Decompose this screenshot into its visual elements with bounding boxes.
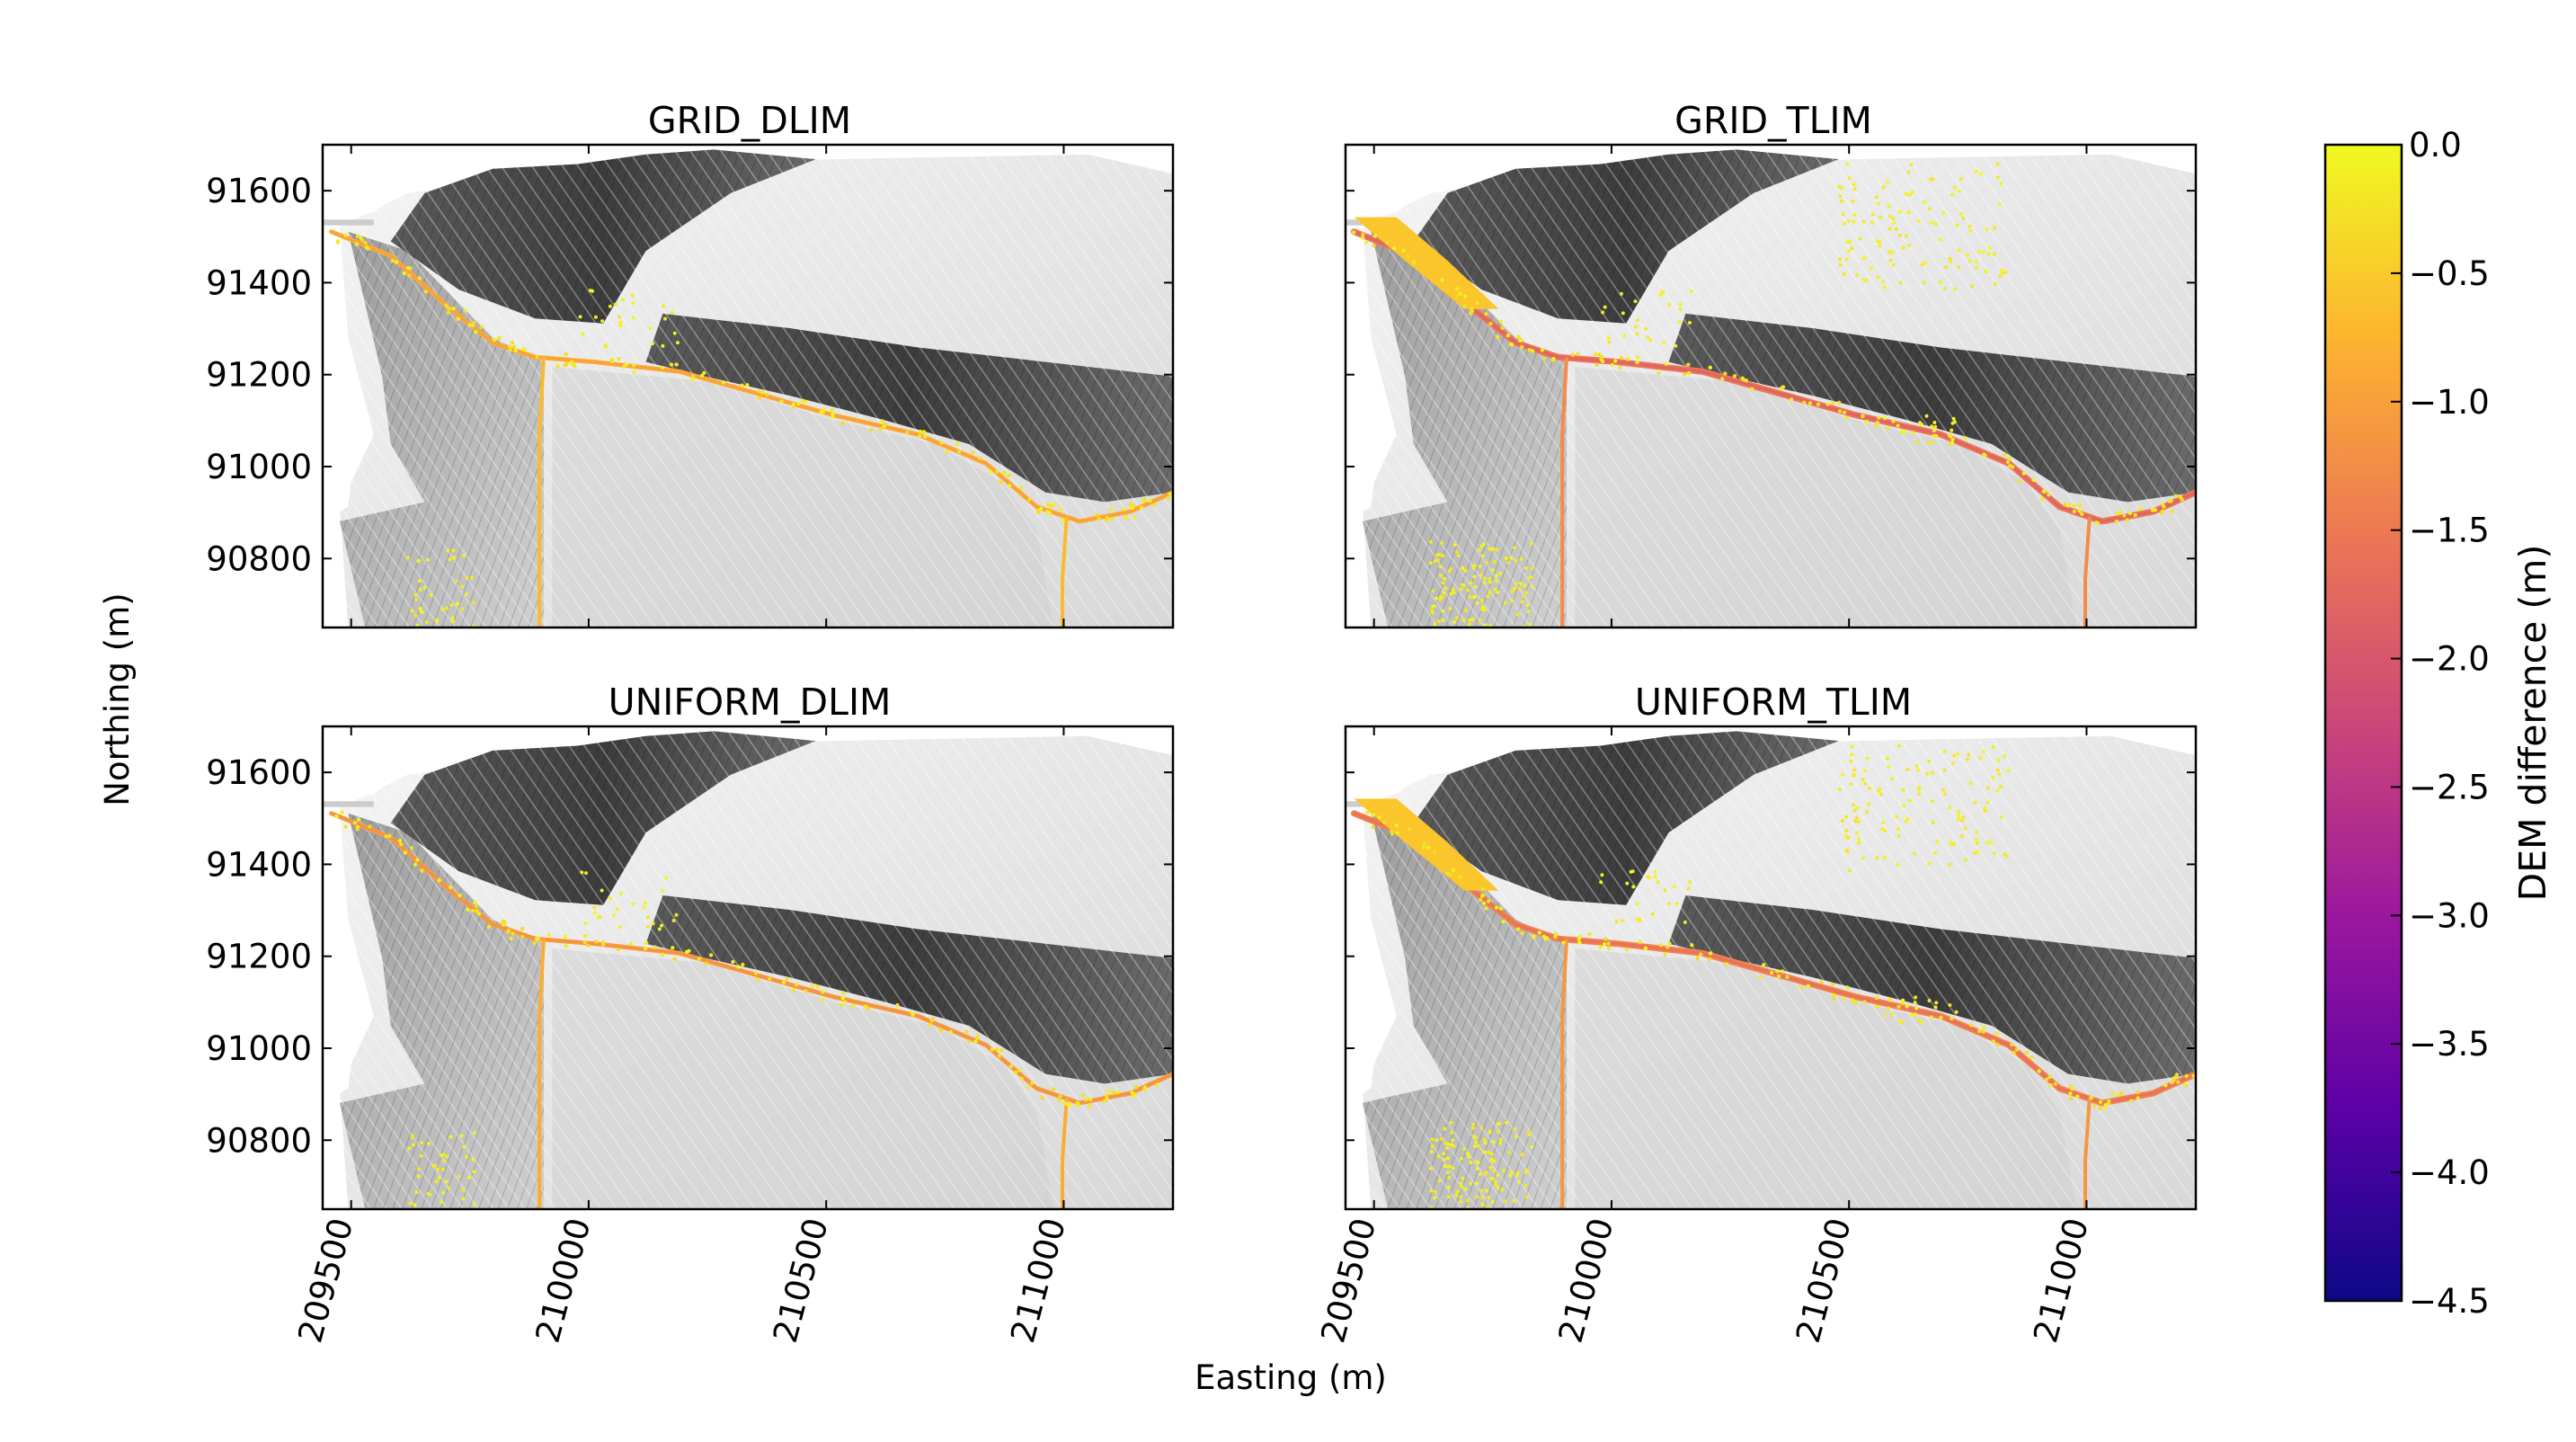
colorbar-tick-label: −2.5 bbox=[2409, 768, 2490, 806]
dem-difference-overlay bbox=[1351, 162, 2196, 628]
y-tick-label: 91200 bbox=[206, 356, 312, 395]
dem-difference-overlay bbox=[1351, 743, 2196, 1209]
panel-title: GRID_DLIM bbox=[648, 99, 851, 142]
hillshade-terrain bbox=[323, 145, 1173, 628]
y-tick-label: 91000 bbox=[206, 448, 312, 486]
y-tick-label: 91400 bbox=[206, 845, 312, 884]
panel-title: GRID_TLIM bbox=[1674, 99, 1872, 142]
hillshade-terrain bbox=[323, 726, 1173, 1209]
colorbar-tick-label: −2.0 bbox=[2409, 640, 2490, 679]
axes-frame bbox=[321, 143, 1175, 629]
dem-difference-overlay bbox=[329, 810, 1173, 1209]
y-tick-label: 91000 bbox=[206, 1029, 312, 1068]
panel-title: UNIFORM_TLIM bbox=[1635, 681, 1912, 724]
colorbar-tick-label: 0.0 bbox=[2409, 126, 2462, 165]
hillshade-terrain bbox=[1346, 145, 2196, 628]
colorbar-tick-label: −4.0 bbox=[2409, 1153, 2490, 1192]
axes-frame bbox=[321, 725, 1175, 1211]
y-tick-label: 91600 bbox=[206, 172, 312, 210]
panel-uniform-dlim: UNIFORM_DLIM 209500 210000 210500 211000 908… bbox=[206, 681, 1175, 1347]
colorbar-tick-label: −1.0 bbox=[2409, 383, 2490, 422]
dem-difference-overlay bbox=[329, 229, 1173, 628]
y-tick-label: 90800 bbox=[206, 1121, 312, 1160]
x-tick-label: 209500 bbox=[290, 1214, 360, 1347]
panel-uniform-tlim: UNIFORM_TLIM 209500 210000 210500 211000 bbox=[1313, 681, 2198, 1347]
panel-grid-tlim: GRID_TLIM bbox=[1344, 99, 2198, 629]
x-axis-label: Easting (m) bbox=[1195, 1358, 1387, 1397]
colorbar-gradient bbox=[2323, 143, 2403, 1303]
panel-grid-dlim: GRID_DLIM 90800 91000 91200 91400 91600 bbox=[206, 99, 1175, 629]
y-axis-label: Northing (m) bbox=[98, 592, 137, 806]
hillshade-terrain bbox=[1346, 726, 2196, 1209]
colorbar-tick-label: −3.0 bbox=[2409, 896, 2490, 935]
axes-frame bbox=[1344, 725, 2198, 1211]
colorbar-tick-label: −1.5 bbox=[2409, 512, 2490, 550]
x-tick-label: 210000 bbox=[1551, 1214, 1621, 1347]
y-tick-label: 91200 bbox=[206, 938, 312, 976]
x-tick-label: 211000 bbox=[1003, 1214, 1073, 1347]
y-tick-label: 91400 bbox=[206, 263, 312, 302]
x-tick-label: 210500 bbox=[1789, 1214, 1859, 1347]
axes-frame bbox=[1344, 143, 2198, 629]
panel-title: UNIFORM_DLIM bbox=[608, 681, 892, 724]
colorbar: 0.0−0.5−1.0−1.5−2.0−2.5−3.0−3.5−4.0−4.5 … bbox=[2323, 126, 2554, 1321]
y-tick-label: 90800 bbox=[206, 539, 312, 578]
colorbar-tick-label: −0.5 bbox=[2409, 254, 2490, 293]
colorbar-label: DEM difference (m) bbox=[2511, 545, 2554, 902]
y-tick-label: 91600 bbox=[206, 753, 312, 792]
x-tick-label: 211000 bbox=[2026, 1214, 2096, 1347]
x-tick-label: 210000 bbox=[529, 1214, 599, 1347]
x-tick-label: 210500 bbox=[766, 1214, 836, 1347]
colorbar-tick-label: −4.5 bbox=[2409, 1282, 2490, 1321]
x-tick-label: 209500 bbox=[1313, 1214, 1383, 1347]
colorbar-tick-label: −3.5 bbox=[2409, 1025, 2490, 1064]
